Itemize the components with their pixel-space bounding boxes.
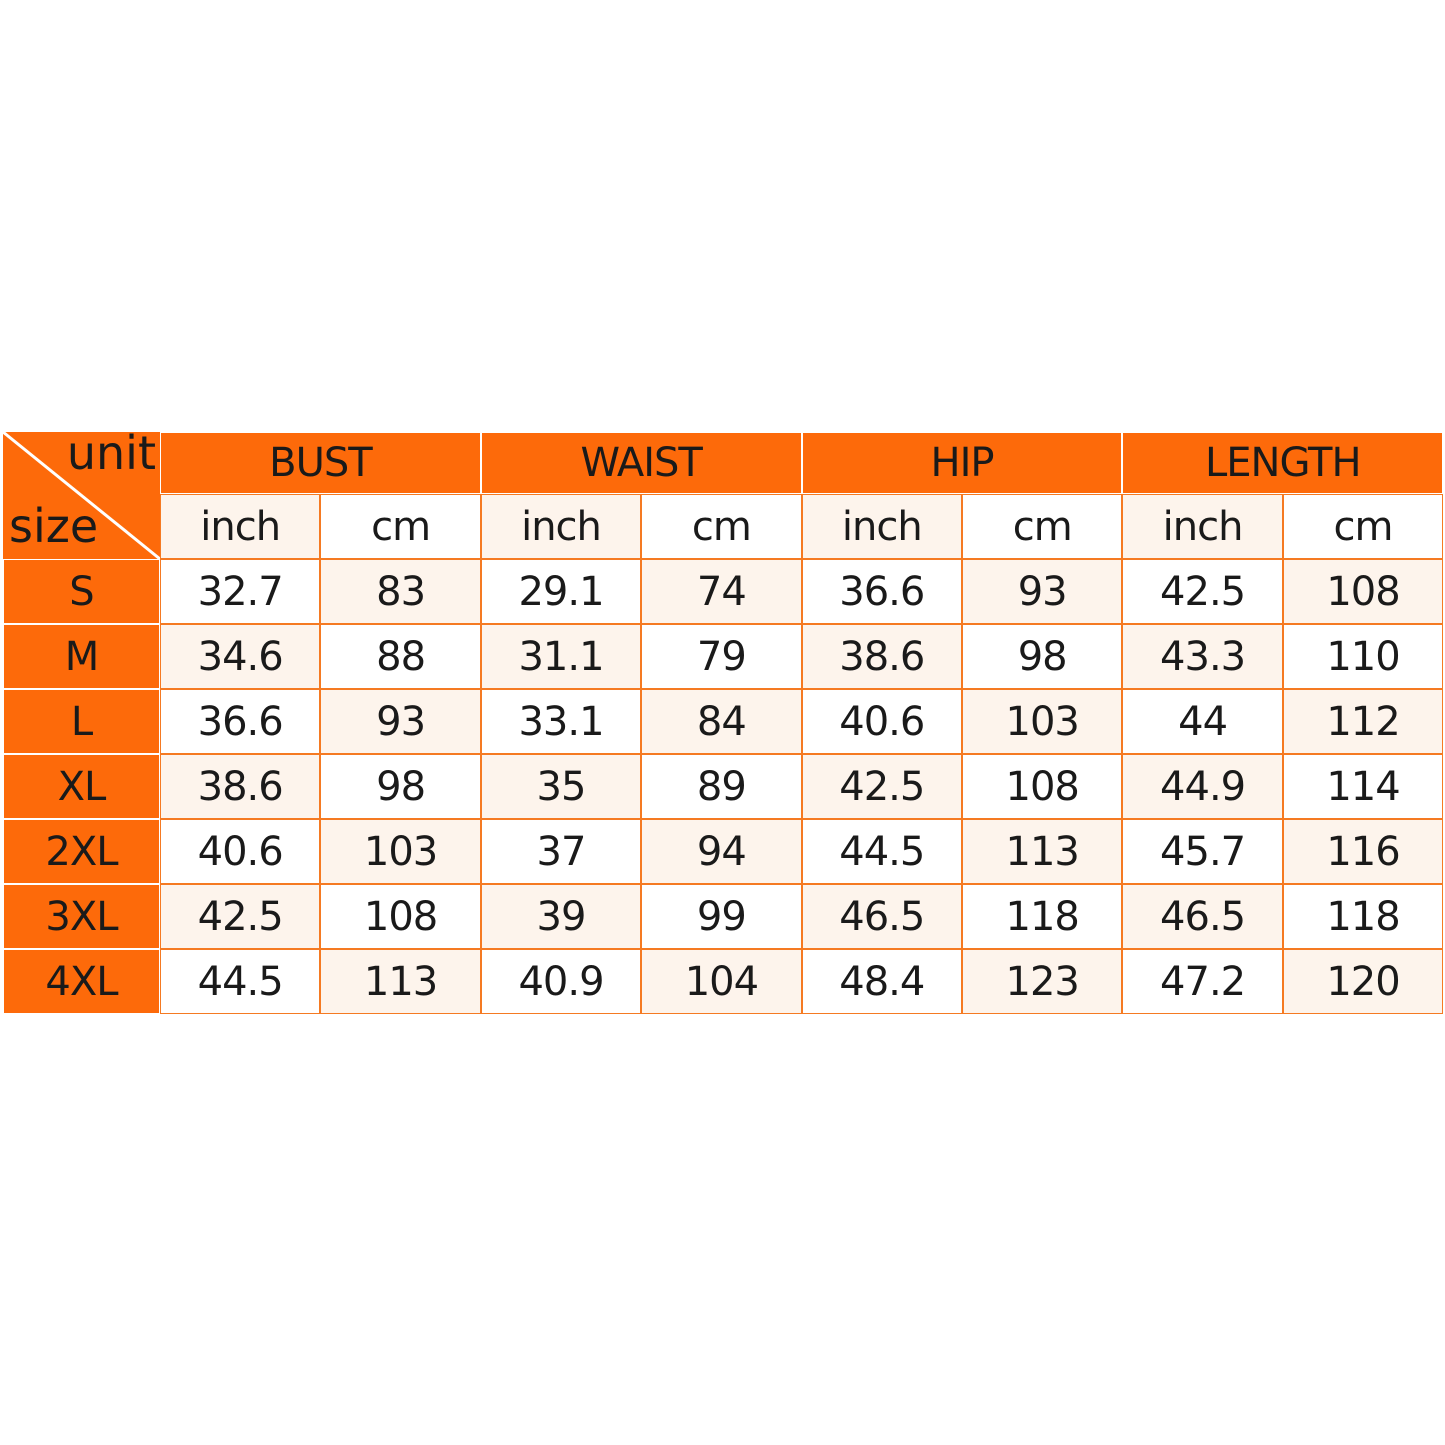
table-cell: 114 [1282,754,1444,819]
table-cell: 35 [480,754,642,819]
table-cell: 94 [641,819,802,884]
table-cell: 110 [1282,624,1444,689]
unit-label: unit [66,432,156,480]
table-cell: 103 [962,689,1123,754]
unit-header-cm: cm [320,494,481,559]
table-cell: 108 [1282,559,1444,624]
table-cell: 46.5 [801,884,962,949]
size-label-cell: 2XL [3,819,160,884]
unit-header-inch: inch [801,494,962,559]
size-label-cell: 3XL [3,884,160,949]
unit-header-cm: cm [962,494,1123,559]
table-cell: 93 [962,559,1123,624]
table-cell: 45.7 [1122,819,1283,884]
table-cell: 103 [320,819,481,884]
table-cell: 36.6 [160,689,321,754]
table-cell: 33.1 [480,689,642,754]
size-label: size [9,499,99,553]
table-cell: 98 [962,624,1123,689]
table-cell: 44 [1122,689,1283,754]
table-cell: 93 [320,689,481,754]
diagonal-divider [3,432,160,559]
table-cell: 36.6 [801,559,962,624]
size-label-cell: XL [3,754,160,819]
table-cell: 40.6 [160,819,321,884]
size-label-cell: S [3,559,160,624]
table-cell: 120 [1282,949,1444,1014]
table-cell: 88 [320,624,481,689]
table-cell: 46.5 [1122,884,1283,949]
table-cell: 42.5 [801,754,962,819]
table-cell: 118 [1282,884,1444,949]
table-cell: 123 [962,949,1123,1014]
table-cell: 32.7 [160,559,321,624]
unit-header-inch: inch [1122,494,1283,559]
table-cell: 74 [641,559,802,624]
table-cell: 99 [641,884,802,949]
table-cell: 104 [641,949,802,1014]
table-cell: 116 [1282,819,1444,884]
table-cell: 44.9 [1122,754,1283,819]
table-cell: 38.6 [160,754,321,819]
table-cell: 84 [641,689,802,754]
table-cell: 37 [480,819,642,884]
size-label-cell: L [3,689,160,754]
size-label-cell: M [3,624,160,689]
table-cell: 38.6 [801,624,962,689]
table-cell: 89 [641,754,802,819]
table-cell: 47.2 [1122,949,1283,1014]
group-header-waist: WAIST [480,432,802,494]
table-cell: 39 [480,884,642,949]
corner-header-cell: unit size [3,432,160,559]
size-label-cell: 4XL [3,949,160,1014]
table-cell: 83 [320,559,481,624]
table-cell: 113 [320,949,481,1014]
unit-header-inch: inch [160,494,321,559]
table-cell: 44.5 [160,949,321,1014]
table-cell: 40.9 [480,949,642,1014]
unit-header-inch: inch [480,494,642,559]
unit-header-cm: cm [641,494,802,559]
table-cell: 43.3 [1122,624,1283,689]
table-cell: 29.1 [480,559,642,624]
table-cell: 40.6 [801,689,962,754]
table-cell: 118 [962,884,1123,949]
unit-header-cm: cm [1282,494,1444,559]
group-header-hip: HIP [801,432,1123,494]
group-header-bust: BUST [160,432,481,494]
table-cell: 48.4 [801,949,962,1014]
table-cell: 42.5 [160,884,321,949]
table-cell: 44.5 [801,819,962,884]
table-cell: 108 [320,884,481,949]
table-cell: 34.6 [160,624,321,689]
table-cell: 98 [320,754,481,819]
table-cell: 79 [641,624,802,689]
table-cell: 113 [962,819,1123,884]
table-cell: 31.1 [480,624,642,689]
table-cell: 112 [1282,689,1444,754]
group-header-length: LENGTH [1122,432,1444,494]
size-chart-table: unit size BUST inch cm WAIST inch cm HIP inch cm… [3,432,1444,1014]
table-cell: 42.5 [1122,559,1283,624]
table-cell: 108 [962,754,1123,819]
